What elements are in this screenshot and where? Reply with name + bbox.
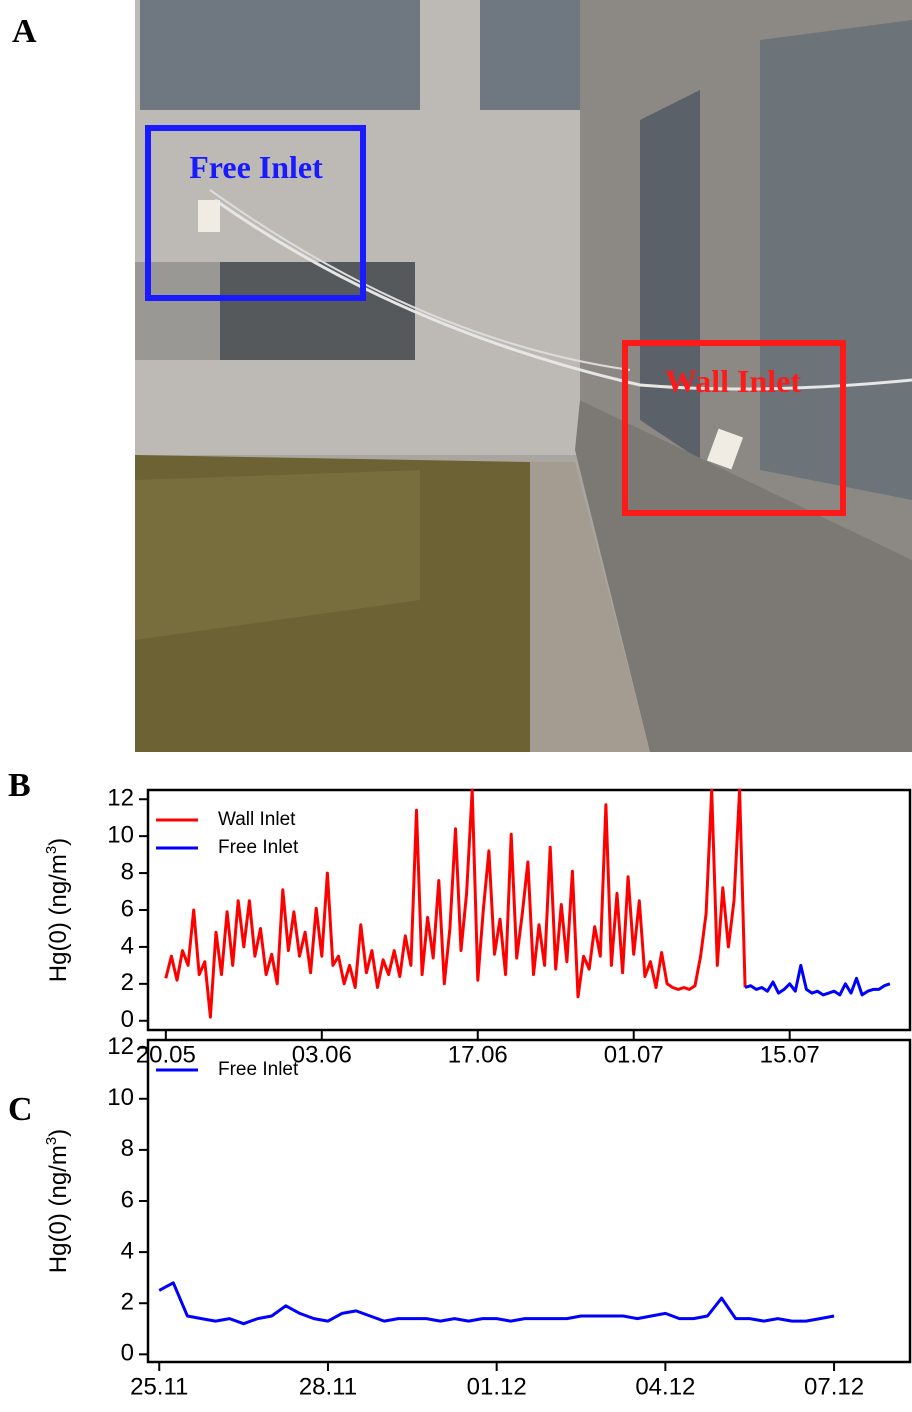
panel-label: A <box>12 13 37 50</box>
photo: Free Inlet Wall Inlet <box>135 0 912 752</box>
x-tick-label: 01.12 <box>467 1373 527 1400</box>
y-tick-label: 10 <box>107 821 134 848</box>
plot-frame <box>146 1038 912 1364</box>
panel-label: B <box>8 767 31 804</box>
panel-label: C <box>8 1091 33 1128</box>
y-tick-label: 6 <box>121 895 134 922</box>
y-axis-label-part: ) <box>45 838 72 846</box>
y-tick-label: 10 <box>107 1084 134 1111</box>
y-tick-label: 8 <box>121 858 134 885</box>
y-axis-label-part: Hg(0) (ng/m <box>45 854 72 982</box>
y-axis-label: Hg(0) (ng/m3) <box>43 838 72 982</box>
x-tick-label: 03.06 <box>292 1041 352 1068</box>
y-axis-label-part: ) <box>45 1129 72 1137</box>
y-tick-label: 12 <box>107 1033 134 1060</box>
y-axis-label-part: Hg(0) (ng/m <box>45 1145 72 1273</box>
y-axis-label-part: 3 <box>43 1137 60 1145</box>
x-tick-label: 20.05 <box>136 1041 196 1068</box>
x-tick-label: 01.07 <box>604 1041 664 1068</box>
legend-label: Free Inlet <box>218 837 299 858</box>
x-tick-label: 28.11 <box>299 1373 357 1400</box>
photo-annotation: Free Inlet <box>189 149 323 185</box>
x-tick-label: 04.12 <box>635 1373 695 1400</box>
y-tick-label: 4 <box>121 1237 134 1264</box>
legend-label: Free Inlet <box>218 1059 299 1080</box>
series-line <box>164 788 747 1019</box>
y-tick-label: 12 <box>107 785 134 812</box>
y-axis-label: Hg(0) (ng/m3) <box>43 1129 72 1273</box>
y-tick-label: 2 <box>121 969 134 996</box>
x-tick-label: 07.12 <box>804 1373 864 1400</box>
y-axis-label-part: 3 <box>43 846 60 854</box>
x-tick-label: 25.11 <box>130 1373 188 1400</box>
series-line <box>158 1281 835 1326</box>
photo-annotation: Wall Inlet <box>665 363 801 399</box>
y-tick-label: 2 <box>121 1289 134 1316</box>
y-tick-label: 8 <box>121 1135 134 1162</box>
x-tick-label: 15.07 <box>760 1041 820 1068</box>
y-tick-label: 0 <box>121 1340 134 1367</box>
y-tick-label: 4 <box>121 932 134 959</box>
x-tick-label: 17.06 <box>448 1041 508 1068</box>
y-tick-label: 6 <box>121 1186 134 1213</box>
legend-label: Wall Inlet <box>218 809 296 830</box>
y-tick-label: 0 <box>121 1006 134 1033</box>
series-line <box>744 963 891 997</box>
